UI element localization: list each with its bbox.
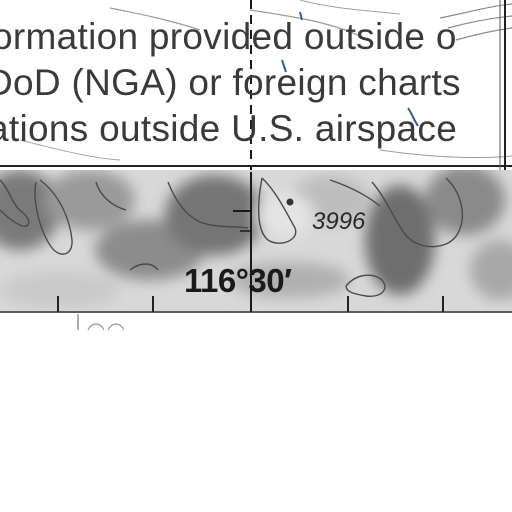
notice-line-1: ormation provided outside o — [0, 16, 457, 57]
notice-line-2: DoD (NGA) or foreign charts — [0, 62, 461, 103]
spot-elevation-label: 3996 — [312, 208, 366, 235]
notice-text: ormation provided outside o DoD (NGA) or… — [0, 14, 512, 152]
notice-box-background — [0, 0, 512, 168]
notice-line-3: ations outside U.S. airspace — [0, 108, 458, 149]
relief-bottom-border — [0, 296, 512, 331]
meridian-line — [233, 0, 252, 312]
longitude-label: 116°30′ — [184, 262, 292, 299]
spot-elevation-dot — [286, 198, 294, 206]
terrain-relief — [0, 170, 512, 313]
